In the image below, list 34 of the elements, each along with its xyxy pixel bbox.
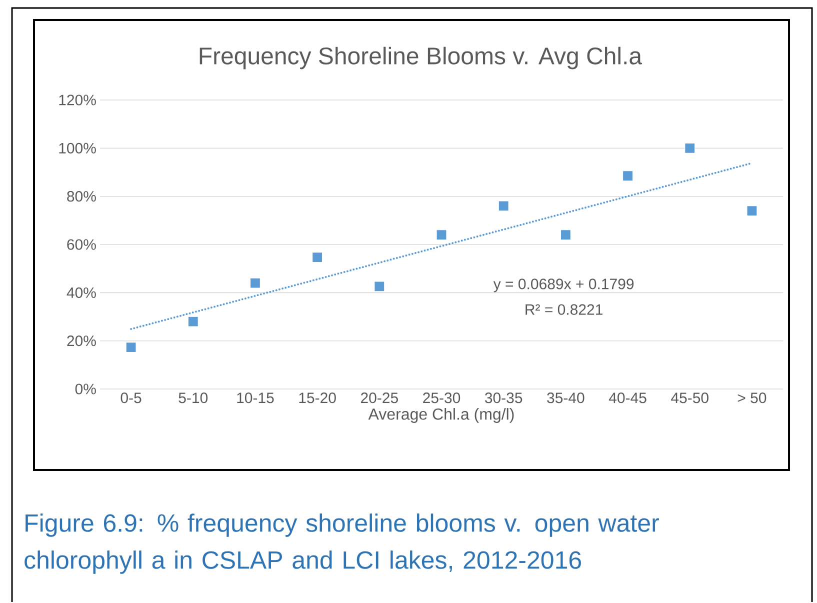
y-tick-label: 20% xyxy=(67,336,96,346)
x-tick-label: 35-40 xyxy=(547,392,584,404)
x-tick-label: > 50 xyxy=(738,392,766,404)
caption: Figure 6.9: % frequency shoreline blooms v. open water chlorophyll a in CSLAP and LCI lakes, 2012-2016 xyxy=(24,514,659,574)
y-tick-label: 60% xyxy=(67,239,96,250)
x-tick-label: 10-15 xyxy=(237,392,274,404)
point xyxy=(250,278,261,288)
y-tick-label: 40% xyxy=(66,287,96,298)
annotation: y = 0.0689x + 0.1799 xyxy=(493,278,634,292)
x-axis-title: Average Chl.a (mg/l) xyxy=(368,408,514,424)
point xyxy=(498,200,509,212)
x-tick-label: 40-45 xyxy=(608,392,646,404)
y-tick-label: 120% xyxy=(59,94,96,106)
point xyxy=(684,142,696,154)
point xyxy=(560,230,571,240)
x-tick-label: 5-10 xyxy=(178,392,208,404)
annotation: R² = 0.8221 xyxy=(526,304,602,315)
point xyxy=(188,316,198,327)
x-tick-label: 20-25 xyxy=(360,392,398,404)
y-tick-label: 80% xyxy=(67,191,96,202)
y-tick-label: 100% xyxy=(59,142,96,154)
y-tick-label: 0% xyxy=(75,384,96,394)
x-tick-label: 0-5 xyxy=(120,392,142,404)
x-tick-label: 30-35 xyxy=(484,392,522,404)
point xyxy=(312,252,323,263)
point xyxy=(436,230,447,240)
point xyxy=(622,170,634,182)
x-tick-label: 45-50 xyxy=(671,392,708,404)
x-tick-label: 15-20 xyxy=(299,392,336,404)
point xyxy=(374,281,385,292)
x-tick-label: 25-30 xyxy=(423,392,460,404)
chart-title: Frequency Shoreline Blooms v. Avg Chl.a xyxy=(200,46,642,70)
point xyxy=(126,342,136,353)
point xyxy=(746,206,758,216)
